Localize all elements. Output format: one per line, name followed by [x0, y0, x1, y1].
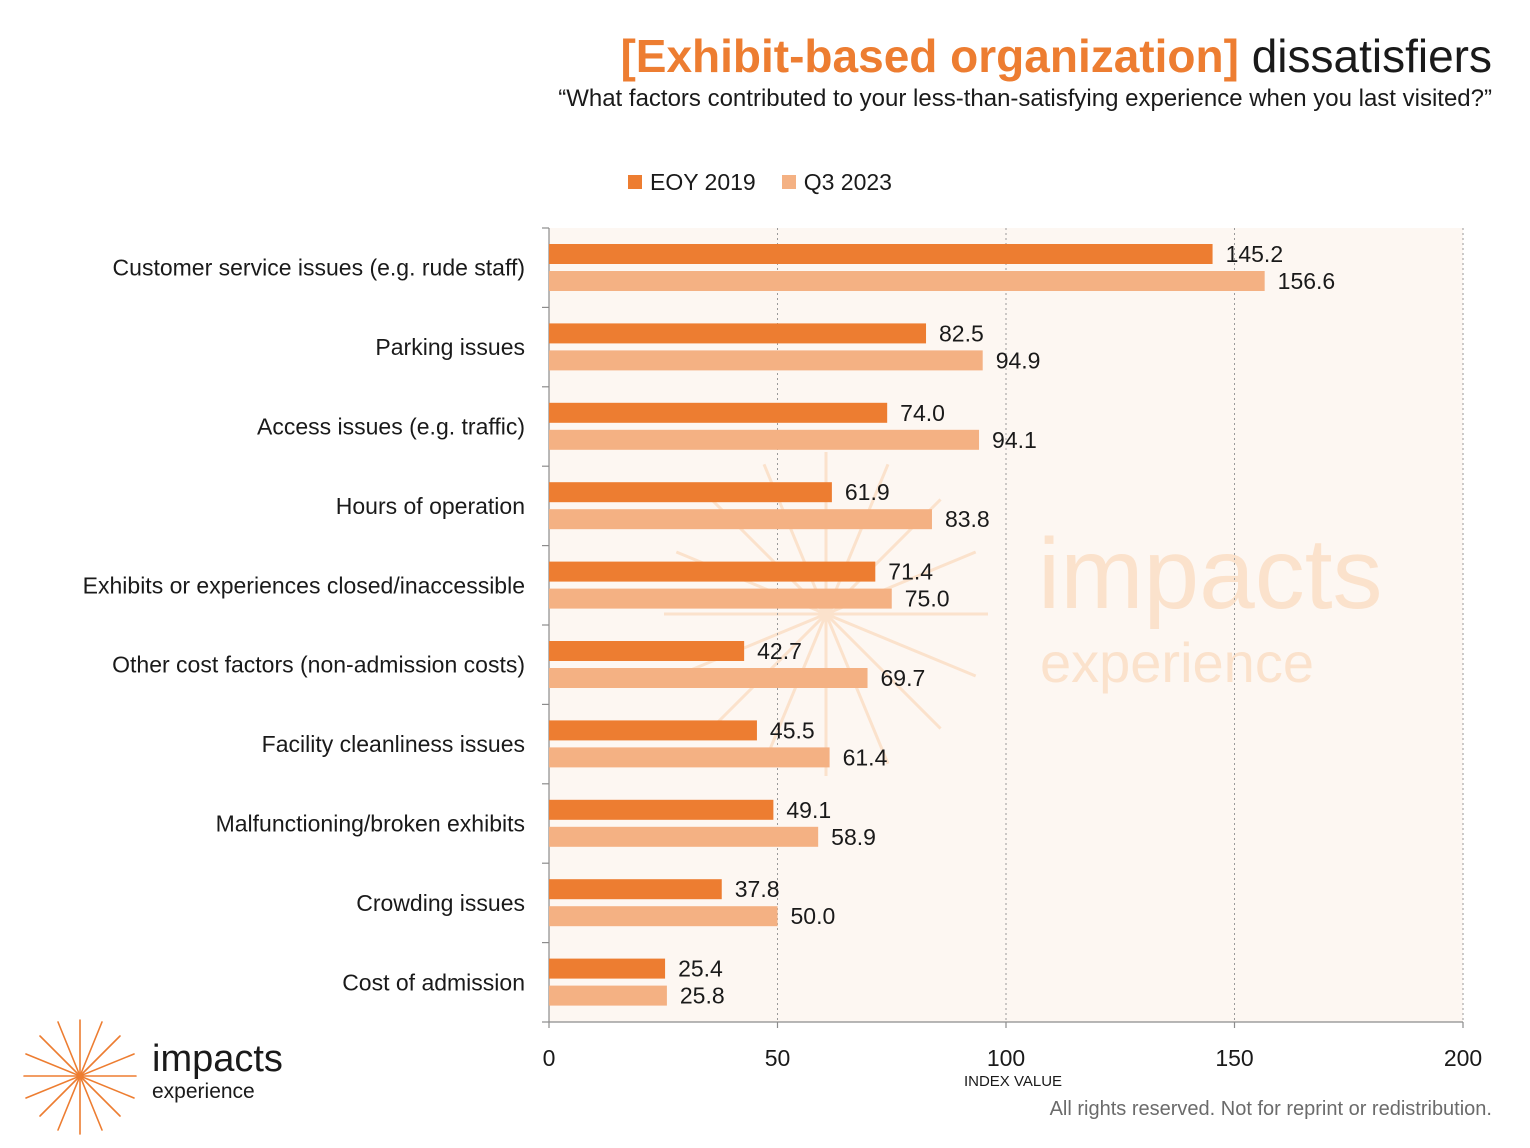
bar-eoy-2019-5 — [549, 641, 745, 661]
data-label-eoy-2019-9: 25.4 — [678, 956, 723, 982]
logo-text: impacts experience — [152, 1038, 283, 1104]
company-logo: impacts experience — [20, 1018, 320, 1136]
data-label-q3-2023-7: 58.9 — [831, 824, 876, 850]
category-label-1: Parking issues — [375, 334, 525, 360]
chart-legend: EOY 2019 Q3 2023 — [628, 166, 892, 198]
category-label-7: Malfunctioning/broken exhibits — [216, 811, 525, 837]
bar-eoy-2019-0 — [549, 244, 1213, 264]
chart-subtitle: “What factors contributed to your less-t… — [558, 85, 1492, 112]
bar-q3-2023-7 — [549, 826, 819, 847]
logo-sub: experience — [152, 1080, 255, 1103]
starburst-icon — [23, 1019, 137, 1135]
data-label-q3-2023-5: 69.7 — [881, 665, 926, 691]
x-tick-label-3: 150 — [1215, 1045, 1253, 1071]
legend-item-eoy-2019: EOY 2019 — [628, 169, 756, 196]
legend-swatch-q3-2023 — [781, 175, 796, 189]
logo-name: impacts — [152, 1038, 283, 1080]
x-tick-label-2: 100 — [987, 1045, 1025, 1071]
bar-eoy-2019-6 — [549, 720, 757, 741]
category-label-5: Other cost factors (non-admission costs) — [112, 652, 525, 678]
data-label-eoy-2019-3: 61.9 — [845, 479, 890, 505]
category-label-2: Access issues (e.g. traffic) — [257, 414, 525, 440]
bar-eoy-2019-1 — [549, 323, 927, 344]
data-label-q3-2023-9: 25.8 — [680, 983, 725, 1009]
legend-item-q3-2023: Q3 2023 — [781, 168, 892, 196]
bar-q3-2023-8 — [549, 906, 778, 927]
bar-eoy-2019-2 — [549, 402, 888, 423]
x-tick-label-1: 50 — [765, 1045, 791, 1071]
data-label-q3-2023-1: 94.9 — [996, 347, 1041, 373]
chart-title-rest: dissatisfiers — [1251, 30, 1492, 82]
watermark-sub: experience — [1040, 631, 1314, 694]
data-label-eoy-2019-6: 45.5 — [770, 717, 815, 743]
bar-eoy-2019-9 — [549, 958, 666, 979]
copyright-notice: All rights reserved. Not for reprint or … — [1049, 1098, 1492, 1120]
x-tick-label-0: 0 — [543, 1045, 556, 1071]
watermark-name: impacts — [1038, 518, 1383, 630]
data-label-q3-2023-4: 75.0 — [905, 586, 950, 612]
bar-eoy-2019-7 — [549, 799, 774, 820]
category-label-9: Cost of admission — [342, 969, 525, 995]
data-label-eoy-2019-5: 42.7 — [757, 638, 802, 664]
bar-q3-2023-2 — [549, 429, 980, 450]
bar-eoy-2019-4 — [549, 561, 876, 582]
data-label-eoy-2019-1: 82.5 — [939, 320, 984, 346]
x-tick-label-4: 200 — [1444, 1045, 1482, 1071]
chart-title: [Exhibit-based organization] dissatisfie… — [620, 30, 1492, 82]
category-label-0: Customer service issues (e.g. rude staff… — [113, 255, 525, 281]
data-label-eoy-2019-8: 37.8 — [735, 876, 780, 902]
chart-title-accent: [Exhibit-based organization] — [620, 30, 1239, 82]
legend-label-q3-2023: Q3 2023 — [803, 168, 892, 195]
bar-q3-2023-0 — [549, 271, 1265, 291]
data-label-eoy-2019-7: 49.1 — [786, 797, 831, 823]
data-label-eoy-2019-4: 71.4 — [888, 559, 933, 585]
data-label-eoy-2019-2: 74.0 — [900, 400, 945, 426]
category-label-4: Exhibits or experiences closed/inaccessi… — [83, 572, 525, 598]
bar-q3-2023-1 — [549, 350, 983, 371]
category-label-3: Hours of operation — [336, 493, 525, 519]
category-label-8: Crowding issues — [356, 890, 525, 916]
x-axis-title: INDEX VALUE — [964, 1073, 1062, 1090]
bar-q3-2023-4 — [549, 588, 892, 609]
data-label-eoy-2019-0: 145.2 — [1226, 241, 1284, 267]
category-label-6: Facility cleanliness issues — [262, 731, 525, 757]
legend-label-eoy-2019: EOY 2019 — [650, 168, 756, 195]
data-label-q3-2023-2: 94.1 — [992, 427, 1037, 453]
bar-eoy-2019-3 — [549, 482, 832, 503]
data-label-q3-2023-8: 50.0 — [791, 903, 836, 929]
data-label-q3-2023-0: 156.6 — [1278, 268, 1336, 294]
bar-q3-2023-9 — [549, 985, 667, 1006]
bar-q3-2023-6 — [549, 747, 830, 768]
bar-q3-2023-5 — [549, 668, 868, 688]
bar-q3-2023-3 — [549, 509, 932, 530]
data-label-q3-2023-6: 61.4 — [843, 744, 888, 770]
bar-eoy-2019-8 — [549, 879, 722, 900]
data-label-q3-2023-3: 83.8 — [945, 506, 990, 532]
legend-swatch-eoy-2019 — [628, 175, 642, 189]
